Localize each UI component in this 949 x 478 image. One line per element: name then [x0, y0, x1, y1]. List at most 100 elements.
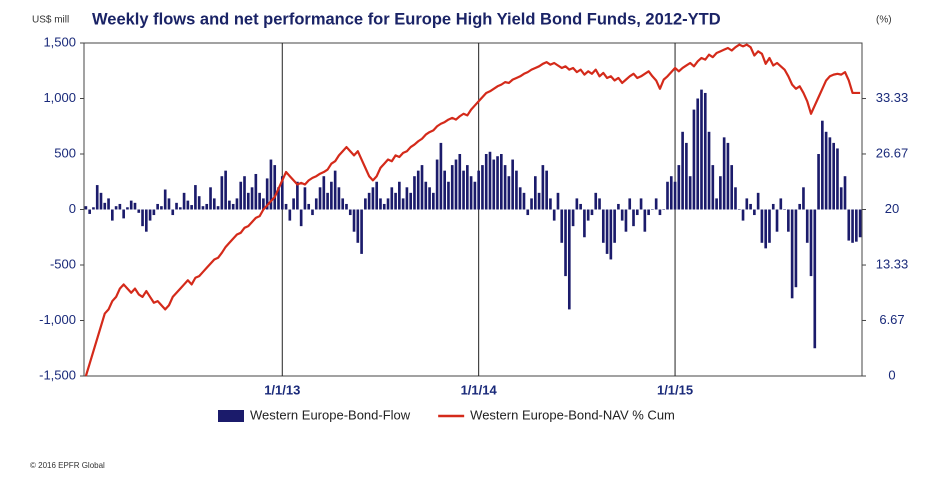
- bar: [711, 165, 715, 210]
- bar: [734, 187, 737, 210]
- bar: [643, 209, 647, 232]
- bar: [262, 198, 265, 210]
- x-tick-label: 1/1/13: [264, 382, 300, 397]
- y-tick-label: -500: [50, 256, 76, 271]
- bar: [624, 209, 628, 232]
- bar: [821, 120, 824, 210]
- bar: [847, 209, 851, 241]
- bar: [537, 192, 541, 210]
- bar: [552, 209, 556, 221]
- y-tick-label: 1,500: [43, 34, 76, 49]
- bar: [722, 137, 726, 210]
- bar: [167, 198, 171, 210]
- bar: [737, 209, 741, 210]
- bar: [583, 209, 586, 238]
- bar: [632, 209, 635, 227]
- bar: [466, 165, 469, 210]
- bar: [447, 181, 450, 210]
- bar: [719, 176, 722, 210]
- bar: [745, 198, 749, 210]
- bar: [492, 159, 496, 210]
- y2-tick-label: 20: [885, 201, 899, 216]
- bar: [212, 198, 216, 210]
- bar: [545, 170, 548, 210]
- bar: [753, 209, 756, 216]
- bar: [148, 209, 152, 221]
- bar: [345, 203, 348, 210]
- bar: [549, 198, 552, 210]
- bar: [428, 187, 431, 210]
- bar: [768, 209, 771, 243]
- bar: [794, 209, 798, 288]
- bar: [386, 198, 390, 210]
- bar: [190, 205, 193, 210]
- bar: [246, 192, 250, 210]
- bar: [522, 192, 526, 210]
- y-tick-label: 0: [69, 201, 76, 216]
- bar: [292, 198, 295, 210]
- bar: [639, 198, 643, 210]
- bar: [382, 203, 386, 210]
- bar: [496, 156, 499, 210]
- bar: [575, 198, 579, 210]
- bar: [775, 209, 779, 232]
- bar: [133, 202, 137, 210]
- legend-label: Western Europe-Bond-Flow: [250, 407, 411, 422]
- bar: [413, 176, 416, 210]
- bar: [586, 209, 590, 221]
- bar: [280, 176, 284, 210]
- bar: [326, 192, 329, 210]
- bar: [579, 203, 582, 210]
- bar: [314, 198, 318, 210]
- bar: [764, 209, 768, 249]
- bar: [851, 209, 854, 243]
- bar: [692, 109, 696, 210]
- bar: [228, 200, 231, 210]
- bar: [144, 209, 148, 232]
- bar: [390, 187, 394, 210]
- bar: [352, 209, 356, 232]
- bar: [152, 209, 156, 216]
- bar: [756, 192, 760, 210]
- y-tick-label: -1,500: [39, 367, 76, 382]
- bar: [666, 181, 669, 210]
- bar: [409, 192, 413, 210]
- bar: [715, 198, 718, 210]
- bar: [224, 170, 227, 210]
- bar: [779, 198, 783, 210]
- bar: [424, 181, 428, 210]
- bar: [394, 192, 397, 210]
- bar: [662, 209, 666, 210]
- bar: [560, 209, 564, 243]
- bar: [405, 187, 409, 210]
- bar: [700, 89, 703, 210]
- bar: [111, 209, 114, 221]
- bar: [156, 203, 159, 210]
- bar: [726, 142, 730, 210]
- bar: [620, 209, 624, 221]
- bar: [194, 185, 197, 210]
- bar: [254, 173, 258, 210]
- bar: [318, 187, 322, 210]
- bar: [243, 176, 246, 210]
- bar: [360, 209, 363, 254]
- bar: [197, 196, 201, 210]
- bar: [307, 203, 311, 210]
- y-axis-label: US$ mill: [32, 15, 69, 26]
- bar: [541, 165, 545, 210]
- bar: [160, 206, 163, 210]
- bar: [250, 187, 254, 210]
- bar: [526, 209, 530, 216]
- bar: [201, 206, 205, 210]
- bar: [356, 209, 360, 243]
- legend-label: Western Europe-Bond-NAV % Cum: [470, 407, 675, 422]
- y2-tick-label: 6.67: [879, 312, 904, 327]
- bar: [813, 209, 817, 349]
- bar: [439, 142, 443, 210]
- bar: [771, 203, 775, 210]
- y2-tick-label: 33.33: [876, 90, 909, 105]
- bar: [209, 187, 212, 210]
- bar: [503, 165, 507, 210]
- bar: [658, 209, 662, 216]
- copyright: © 2016 EPFR Global: [30, 461, 105, 470]
